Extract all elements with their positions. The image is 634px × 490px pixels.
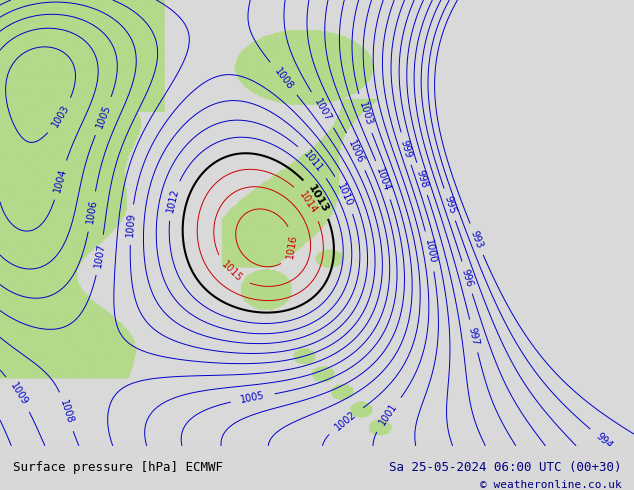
Text: 1005: 1005 <box>94 103 112 129</box>
Text: 1016: 1016 <box>285 234 299 259</box>
Text: 1006: 1006 <box>346 138 366 165</box>
Text: 994: 994 <box>593 431 614 450</box>
Text: 1005: 1005 <box>240 391 266 405</box>
Text: 1009: 1009 <box>8 381 29 407</box>
Text: 996: 996 <box>460 268 474 288</box>
Text: © weatheronline.co.uk: © weatheronline.co.uk <box>479 480 621 490</box>
Text: 1013: 1013 <box>306 183 330 214</box>
Text: 993: 993 <box>469 229 484 249</box>
Text: 1004: 1004 <box>375 167 392 193</box>
Text: 1015: 1015 <box>219 260 243 284</box>
Text: 1004: 1004 <box>53 167 68 193</box>
Text: Surface pressure [hPa] ECMWF: Surface pressure [hPa] ECMWF <box>13 462 223 474</box>
Text: 1007: 1007 <box>93 242 107 268</box>
Text: 1012: 1012 <box>165 188 181 214</box>
Text: 1007: 1007 <box>312 97 333 123</box>
Text: Sa 25-05-2024 06:00 UTC (00+30): Sa 25-05-2024 06:00 UTC (00+30) <box>389 462 621 474</box>
Text: 998: 998 <box>415 169 429 189</box>
Text: 1003: 1003 <box>50 103 71 129</box>
Text: 1001: 1001 <box>377 401 399 427</box>
Text: 1014: 1014 <box>297 190 319 216</box>
Text: 1000: 1000 <box>423 238 437 264</box>
Text: 997: 997 <box>467 326 481 346</box>
Text: 1009: 1009 <box>126 212 137 237</box>
Text: 1011: 1011 <box>301 149 325 174</box>
Text: 1003: 1003 <box>356 100 373 127</box>
Text: 1008: 1008 <box>58 398 75 425</box>
Text: 1008: 1008 <box>272 66 295 91</box>
Text: 999: 999 <box>399 139 413 159</box>
Text: 1006: 1006 <box>85 198 99 224</box>
Text: 995: 995 <box>442 194 457 215</box>
Text: 1010: 1010 <box>335 182 354 208</box>
Text: 1002: 1002 <box>333 409 358 432</box>
